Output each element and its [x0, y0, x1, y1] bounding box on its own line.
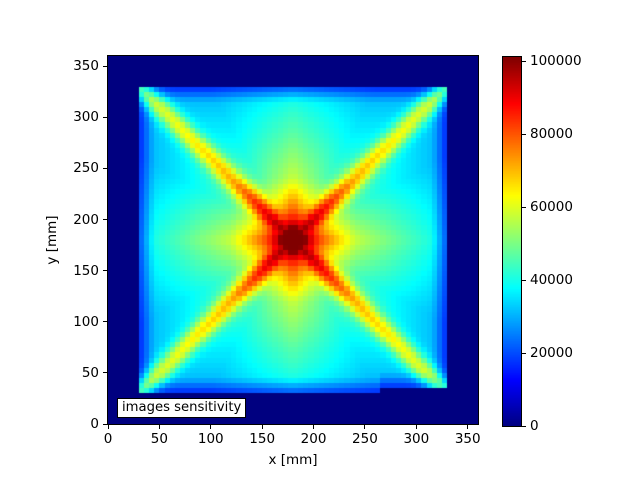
x-tick	[415, 425, 417, 429]
x-tick-label: 200	[300, 431, 327, 447]
colorbar	[502, 56, 522, 427]
y-tick-label: 100	[73, 313, 99, 330]
colorbar-tick	[522, 425, 526, 427]
y-tick	[103, 65, 107, 67]
y-tick-label: 350	[73, 58, 99, 75]
y-tick-label: 0	[90, 416, 99, 432]
x-tick-label: 0	[103, 431, 113, 447]
y-tick	[103, 423, 107, 425]
colorbar-tick	[522, 206, 526, 208]
colorbar-tick	[522, 133, 526, 135]
y-tick	[103, 372, 107, 374]
y-tick-label: 50	[81, 364, 99, 381]
x-tick-label: 350	[454, 431, 481, 447]
y-axis-label: y [mm]	[44, 215, 60, 265]
x-tick	[467, 425, 469, 429]
y-tick	[103, 321, 107, 323]
y-tick	[103, 167, 107, 169]
colorbar-tick-label: 20000	[530, 345, 573, 361]
x-tick-label: 250	[352, 431, 378, 447]
y-tick	[103, 270, 107, 272]
colorbar-tick	[522, 60, 526, 62]
x-axis-label: x [mm]	[268, 452, 318, 468]
x-tick	[210, 425, 212, 429]
y-tick-label: 300	[73, 109, 99, 126]
x-tick-label: 150	[249, 431, 276, 447]
plot-area: images sensitivity	[107, 55, 479, 425]
colorbar-tick-label: 40000	[530, 272, 573, 288]
y-tick	[103, 219, 107, 221]
colorbar-tick-label: 100000	[530, 53, 582, 69]
x-tick	[313, 425, 315, 429]
heatmap-canvas	[108, 56, 478, 424]
x-tick	[107, 425, 109, 429]
colorbar-tick	[522, 279, 526, 281]
colorbar-tick	[522, 352, 526, 354]
colorbar-tick-label: 80000	[530, 126, 573, 142]
y-tick-label: 150	[73, 262, 99, 279]
x-tick-label: 50	[150, 431, 168, 447]
x-tick-label: 100	[197, 431, 224, 447]
colorbar-canvas	[503, 57, 521, 426]
colorbar-tick-label: 0	[530, 418, 539, 434]
annotation-text: images sensitivity	[122, 400, 242, 415]
annotation-box: images sensitivity	[117, 398, 247, 418]
x-tick	[364, 425, 366, 429]
y-tick-label: 250	[73, 160, 99, 177]
colorbar-tick-label: 60000	[530, 199, 573, 215]
y-tick-label: 200	[73, 211, 99, 228]
x-tick	[158, 425, 160, 429]
x-tick-label: 300	[403, 431, 430, 447]
x-tick	[261, 425, 263, 429]
y-tick	[103, 116, 107, 118]
